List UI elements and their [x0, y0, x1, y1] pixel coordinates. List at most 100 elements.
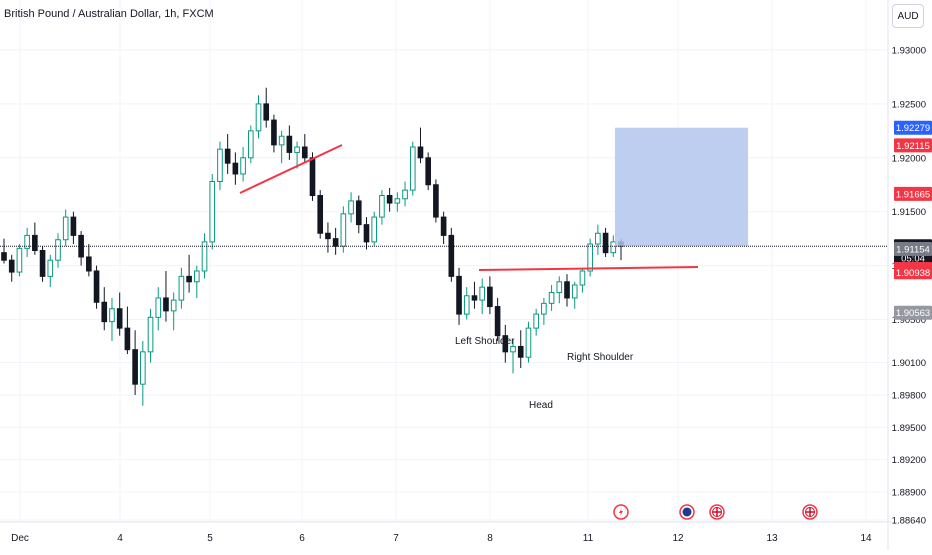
candle[interactable]: [294, 146, 300, 153]
candle[interactable]: [379, 195, 385, 218]
candle[interactable]: [564, 281, 570, 299]
price-label-box[interactable]: [894, 138, 932, 153]
candle[interactable]: [525, 327, 532, 358]
price-label-box[interactable]: [894, 265, 932, 280]
time-axis-label: 7: [393, 533, 399, 544]
candle[interactable]: [448, 234, 455, 277]
candle[interactable]: [456, 275, 462, 315]
candle[interactable]: [340, 213, 347, 247]
candle[interactable]: [247, 130, 254, 159]
price-label-box[interactable]: [894, 241, 932, 256]
candle[interactable]: [147, 316, 154, 353]
price-label-box[interactable]: [894, 186, 932, 201]
candle[interactable]: [332, 238, 339, 247]
candle[interactable]: [255, 103, 262, 132]
candle[interactable]: [602, 232, 609, 254]
candle[interactable]: [132, 349, 138, 385]
candle[interactable]: [317, 195, 324, 234]
candle[interactable]: [494, 306, 501, 337]
candle[interactable]: [610, 241, 617, 254]
candle[interactable]: [39, 250, 46, 277]
candle[interactable]: [155, 297, 162, 318]
candle[interactable]: [309, 157, 316, 197]
candle[interactable]: [62, 216, 69, 241]
price-axis-tick: 1.88640: [892, 516, 926, 527]
candle[interactable]: [101, 301, 108, 323]
currency-selector[interactable]: AUD: [892, 4, 924, 28]
candle[interactable]: [124, 327, 131, 351]
time-axis-label: Dec: [11, 533, 29, 544]
symbol-title[interactable]: British Pound / Australian Dollar, 1h, F…: [4, 8, 214, 20]
candle[interactable]: [240, 157, 246, 175]
candle[interactable]: [471, 295, 478, 301]
candle[interactable]: [409, 146, 416, 191]
candle[interactable]: [371, 216, 378, 243]
candle[interactable]: [32, 234, 38, 252]
candle[interactable]: [263, 103, 270, 121]
candle[interactable]: [579, 270, 586, 286]
neckline-trendline[interactable]: [478, 266, 699, 271]
time-axis-label: 11: [583, 533, 594, 544]
candle[interactable]: [417, 146, 424, 159]
candle[interactable]: [433, 184, 439, 218]
price-axis-tick: 1.90500: [892, 315, 926, 326]
candle[interactable]: [479, 286, 485, 301]
candle[interactable]: [425, 157, 432, 186]
candle[interactable]: [178, 275, 185, 301]
price-axis-tick: 1.89500: [892, 423, 926, 434]
candle[interactable]: [487, 286, 493, 308]
trendline[interactable]: [239, 144, 343, 194]
candle[interactable]: [93, 270, 100, 303]
candle[interactable]: [170, 299, 177, 312]
candle[interactable]: [510, 345, 516, 353]
candle[interactable]: [109, 308, 115, 323]
candle[interactable]: [86, 256, 92, 272]
candle[interactable]: [193, 270, 200, 283]
candle[interactable]: [271, 119, 277, 146]
candle[interactable]: [140, 351, 146, 385]
candle[interactable]: [502, 335, 509, 353]
candle[interactable]: [286, 135, 293, 153]
candle[interactable]: [355, 200, 362, 226]
candle[interactable]: [402, 189, 408, 200]
candle[interactable]: [463, 295, 470, 315]
candle[interactable]: [440, 216, 447, 236]
candle[interactable]: [394, 198, 401, 204]
candle[interactable]: [541, 302, 547, 315]
candle[interactable]: [556, 281, 563, 294]
candle[interactable]: [70, 216, 77, 236]
price-label-box[interactable]: [894, 120, 932, 135]
candle[interactable]: [571, 284, 578, 299]
candle[interactable]: [163, 297, 169, 312]
candle[interactable]: [16, 247, 23, 273]
candle[interactable]: [24, 234, 30, 249]
candle[interactable]: [116, 308, 123, 329]
candle[interactable]: [363, 224, 370, 243]
candle[interactable]: [232, 162, 239, 175]
target-zone[interactable]: [615, 127, 748, 247]
price-label-box[interactable]: [894, 305, 932, 320]
candle[interactable]: [201, 241, 208, 272]
right-shoulder-label: Right Shoulder: [567, 352, 634, 363]
candle[interactable]: [301, 146, 308, 159]
candle[interactable]: [278, 135, 285, 146]
candle[interactable]: [595, 232, 601, 245]
candle[interactable]: [348, 200, 354, 215]
candle[interactable]: [55, 239, 61, 261]
candle[interactable]: [548, 292, 555, 304]
candle[interactable]: [209, 181, 216, 243]
candle[interactable]: [517, 345, 524, 358]
candle[interactable]: [386, 195, 393, 204]
candle[interactable]: [587, 243, 593, 272]
candle[interactable]: [325, 232, 331, 240]
candle[interactable]: [224, 148, 231, 164]
candle[interactable]: [8, 259, 15, 273]
candle[interactable]: [533, 313, 539, 329]
candle[interactable]: [1, 252, 7, 261]
time-axis-label: 13: [766, 533, 778, 544]
candle[interactable]: [47, 259, 54, 277]
candle[interactable]: [217, 148, 223, 183]
candle[interactable]: [186, 275, 192, 283]
